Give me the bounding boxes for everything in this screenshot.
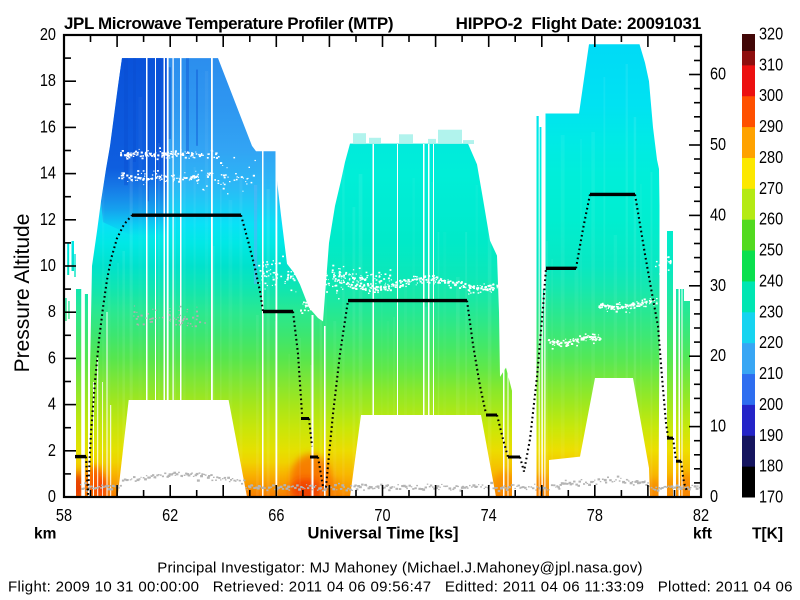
svg-text:40: 40 [710, 205, 726, 225]
svg-text:74: 74 [481, 506, 497, 526]
svg-text:180: 180 [759, 456, 783, 476]
svg-text:8: 8 [48, 302, 56, 322]
svg-text:0: 0 [48, 487, 56, 507]
svg-text:10: 10 [40, 256, 56, 276]
svg-text:20: 20 [40, 25, 56, 45]
svg-text:T[K]: T[K] [752, 526, 783, 543]
svg-text:6: 6 [48, 348, 56, 368]
svg-text:50: 50 [710, 135, 726, 155]
svg-text:58: 58 [56, 506, 72, 526]
svg-text:300: 300 [759, 86, 783, 106]
svg-text:2: 2 [48, 440, 56, 460]
svg-text:240: 240 [759, 271, 783, 291]
svg-text:Principal Investigator: MJ Mah: Principal Investigator: MJ Mahoney (Mich… [157, 560, 643, 577]
svg-text:200: 200 [759, 394, 783, 414]
svg-text:Pressure Altitude: Pressure Altitude [11, 214, 34, 373]
svg-text:220: 220 [759, 333, 783, 353]
svg-text:290: 290 [759, 117, 783, 137]
svg-text:16: 16 [40, 117, 56, 137]
svg-text:Flight: 2009 10 31 00:00:00: Flight: 2009 10 31 00:00:00 Retrieved: 2… [8, 579, 793, 596]
svg-text:14: 14 [40, 163, 56, 183]
svg-text:260: 260 [759, 209, 783, 229]
svg-text:60: 60 [710, 64, 726, 84]
svg-text:280: 280 [759, 148, 783, 168]
svg-text:0: 0 [710, 487, 718, 507]
svg-text:Universal Time [ks]: Universal Time [ks] [307, 525, 458, 543]
svg-text:66: 66 [268, 506, 284, 526]
svg-text:320: 320 [759, 24, 783, 44]
svg-text:310: 310 [759, 55, 783, 75]
svg-text:km: km [34, 526, 56, 543]
svg-text:190: 190 [759, 425, 783, 445]
svg-text:250: 250 [759, 240, 783, 260]
svg-text:230: 230 [759, 302, 783, 322]
svg-text:HIPPO-2 Flight Date: 20091031: HIPPO-2 Flight Date: 20091031 [456, 14, 701, 33]
svg-text:kft: kft [693, 526, 712, 543]
svg-text:78: 78 [587, 506, 603, 526]
svg-text:82: 82 [693, 506, 709, 526]
svg-text:18: 18 [40, 71, 56, 91]
svg-text:210: 210 [759, 364, 783, 384]
svg-text:70: 70 [374, 506, 390, 526]
svg-text:170: 170 [759, 487, 783, 507]
svg-text:10: 10 [710, 416, 726, 436]
svg-text:JPL Microwave Temperature Prof: JPL Microwave Temperature Profiler (MTP) [64, 14, 393, 33]
svg-text:30: 30 [710, 275, 726, 295]
svg-text:62: 62 [162, 506, 178, 526]
svg-text:4: 4 [48, 394, 56, 414]
svg-text:12: 12 [40, 209, 56, 229]
svg-text:270: 270 [759, 178, 783, 198]
svg-text:20: 20 [710, 346, 726, 366]
